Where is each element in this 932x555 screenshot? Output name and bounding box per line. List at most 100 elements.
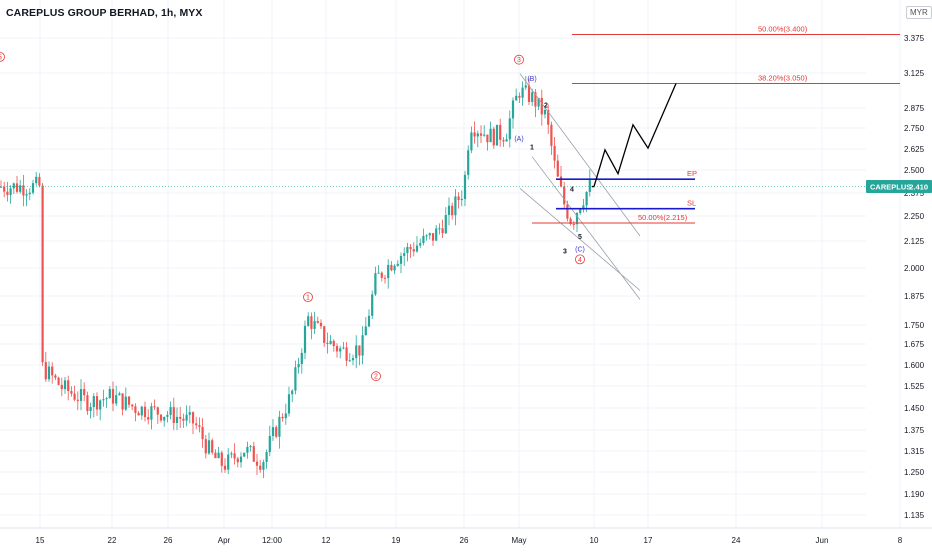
candle-body xyxy=(470,132,473,151)
candle-body xyxy=(35,176,38,184)
candle-body xyxy=(403,253,406,256)
candle-body xyxy=(111,389,115,404)
x-tick-label: 12:00 xyxy=(262,536,283,545)
wave-label: (C) xyxy=(575,247,585,254)
candle-body xyxy=(31,183,35,193)
candle-body xyxy=(131,404,134,407)
wave-label: (A) xyxy=(514,136,523,143)
candle-body xyxy=(239,456,243,463)
y-tick-label: 1.250 xyxy=(904,468,925,477)
candle-body xyxy=(547,110,550,125)
candle-body xyxy=(211,440,214,453)
x-tick-label: 26 xyxy=(460,536,469,545)
candle-body xyxy=(534,92,537,107)
currency-badge[interactable]: MYR xyxy=(906,6,932,19)
wave-label: 2 xyxy=(374,374,378,381)
y-tick-label: 1.600 xyxy=(904,361,925,370)
candle-body xyxy=(51,366,54,376)
candle-body xyxy=(249,446,252,448)
candle-body xyxy=(172,407,175,423)
y-tick-label: 1.450 xyxy=(904,404,925,413)
wave-label: (B) xyxy=(527,76,536,83)
candle-body xyxy=(137,412,140,416)
candle-body xyxy=(95,396,99,410)
candle-body xyxy=(278,416,281,437)
y-tick-label: 2.500 xyxy=(904,166,925,175)
candle-body xyxy=(463,174,467,199)
candle-body xyxy=(415,245,419,252)
candle-body xyxy=(22,185,25,196)
candle-body xyxy=(361,335,364,356)
candle-body xyxy=(220,452,223,466)
candle-body xyxy=(287,394,291,414)
candle-body xyxy=(236,458,239,463)
candle-body xyxy=(147,417,150,420)
candle-body xyxy=(447,205,451,216)
candle-body xyxy=(19,185,22,192)
y-tick-label: 2.250 xyxy=(904,212,925,221)
candle-body xyxy=(214,452,217,459)
candle-body xyxy=(188,412,191,415)
y-tick-label: 1.525 xyxy=(904,382,925,391)
candle-body xyxy=(326,342,329,345)
candle-body xyxy=(0,186,3,188)
candle-body xyxy=(83,389,86,396)
candle-body xyxy=(419,243,422,246)
candle-body xyxy=(60,384,63,390)
candle-body xyxy=(383,277,387,279)
y-tick-label: 3.375 xyxy=(904,34,925,43)
candle-body xyxy=(527,85,531,102)
candle-body xyxy=(476,133,479,137)
candle-body xyxy=(489,128,492,143)
y-tick-label: 2.625 xyxy=(904,145,925,154)
candle-body xyxy=(182,418,185,421)
x-tick-label: May xyxy=(511,536,526,545)
candle-body xyxy=(156,407,159,415)
candle-body xyxy=(118,393,121,396)
y-tick-label: 3.125 xyxy=(904,69,925,78)
y-tick-label: 2.375 xyxy=(904,189,925,198)
candle-body xyxy=(351,358,355,361)
candle-body xyxy=(275,427,278,437)
candle-body xyxy=(406,246,409,254)
candle-body xyxy=(495,124,499,146)
x-tick-label: 8 xyxy=(898,536,903,545)
channel-middle-line xyxy=(531,156,641,300)
y-tick-label: 1.190 xyxy=(904,490,925,499)
candle-body xyxy=(374,273,377,295)
candle-body xyxy=(198,425,201,427)
candle-body xyxy=(540,97,543,115)
candle-body xyxy=(441,228,444,234)
candle-body xyxy=(179,416,182,419)
candle-body xyxy=(265,452,268,463)
candle-body xyxy=(582,205,585,210)
candle-body xyxy=(89,407,92,412)
y-tick-label: 2.000 xyxy=(904,264,925,273)
wave-label: 1 xyxy=(306,295,310,302)
candle-body xyxy=(345,347,348,361)
candle-body xyxy=(515,95,518,101)
candle-body xyxy=(457,196,460,201)
candle-body xyxy=(166,414,169,417)
candle-body xyxy=(422,235,425,244)
candle-body xyxy=(323,326,326,343)
wave-label: 3 xyxy=(563,249,567,256)
candle-body xyxy=(175,416,179,423)
wave-marker-circle xyxy=(0,52,5,62)
candle-body xyxy=(204,439,207,454)
candle-body xyxy=(73,393,76,400)
y-tick-label: 2.125 xyxy=(904,237,925,246)
candle-body xyxy=(153,406,156,408)
candle-body xyxy=(355,345,358,359)
candle-body xyxy=(108,389,111,399)
chart-title: CAREPLUS GROUP BERHAD, 1h, MYX xyxy=(6,7,203,19)
y-tick-label: 2.875 xyxy=(904,104,925,113)
candle-body xyxy=(38,176,41,186)
candle-body xyxy=(342,347,345,349)
candle-body xyxy=(259,465,262,470)
y-tick-label: 2.750 xyxy=(904,124,925,133)
candle-body xyxy=(451,205,454,216)
candle-body xyxy=(102,399,105,401)
